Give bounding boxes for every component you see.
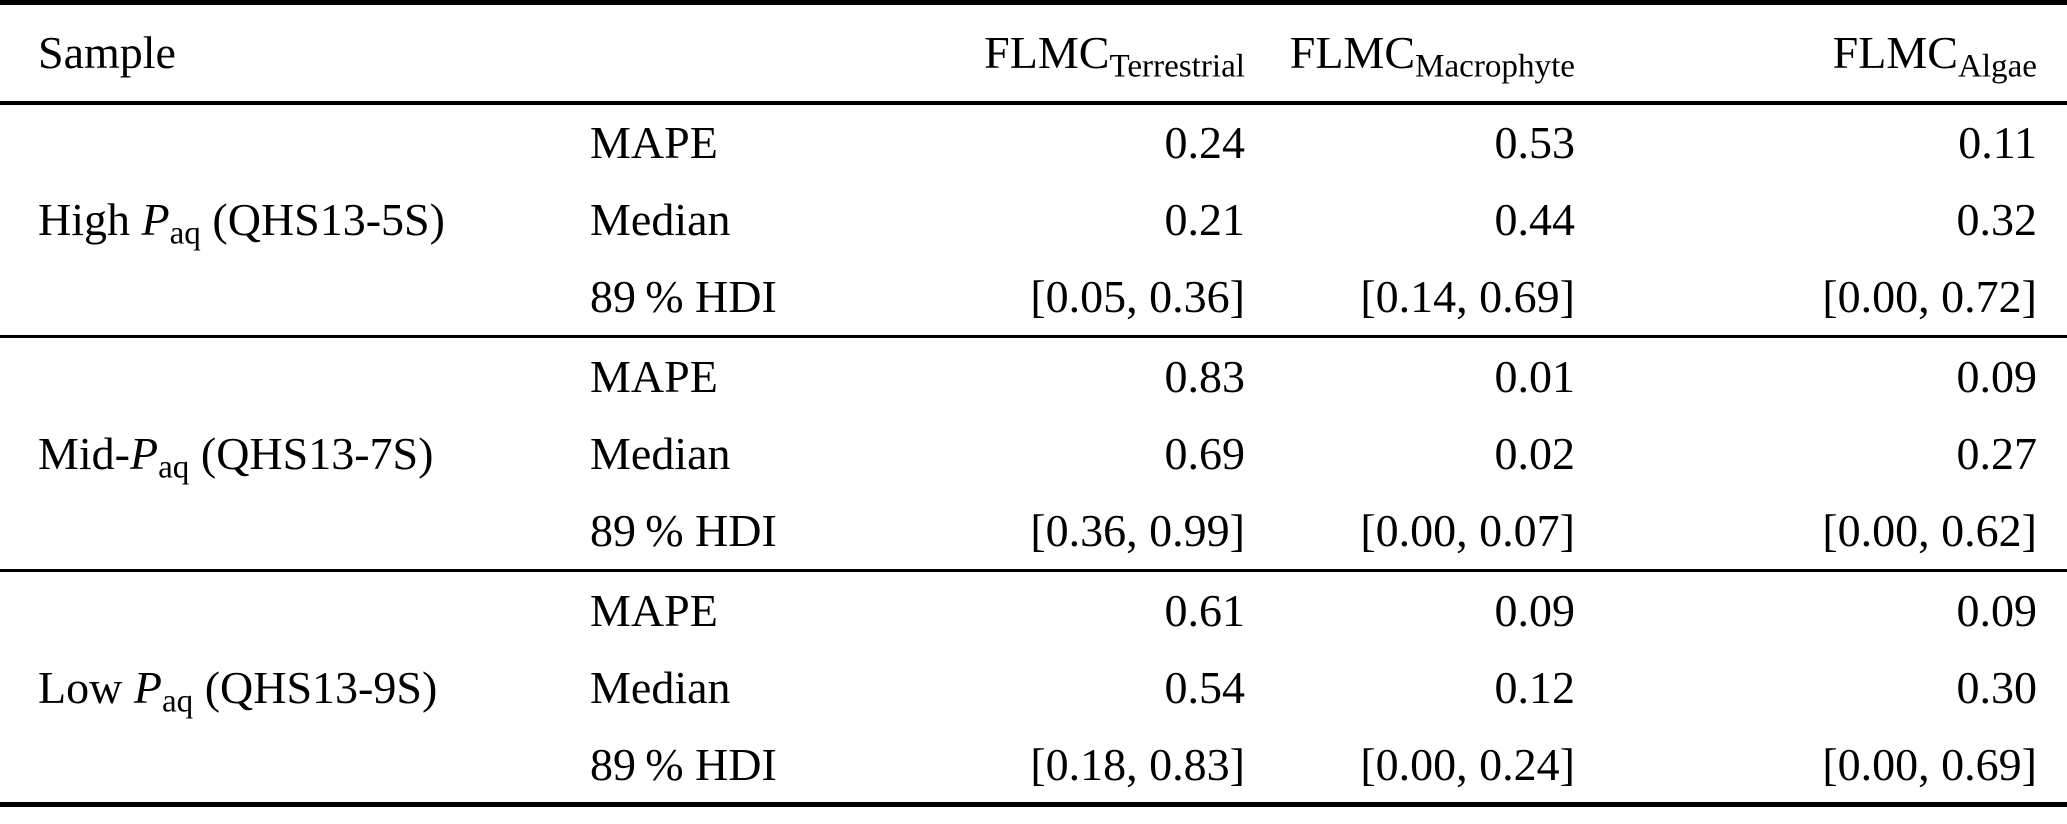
table-row: Low Paq (QHS13-9S) MAPE 0.61 0.09 0.09: [0, 570, 2067, 717]
p-aq-symbol: P: [130, 428, 159, 479]
sample-name-suffix: (QHS13-5S): [200, 194, 445, 246]
flmc-results-table: Sample FLMCTerrestrial FLMCMacrophyte FL…: [0, 2, 2067, 807]
header-flmc-macrophyte-sub: Macrophyte: [1415, 47, 1575, 85]
value-cell: [0.36, 0.99]: [1030, 505, 1245, 557]
header-flmc-macrophyte: FLMCMacrophyte: [1245, 3, 1575, 103]
value-cell: 0.01: [1494, 350, 1576, 402]
header-flmc-terrestrial-main: FLMC: [984, 27, 1110, 79]
table-header: Sample FLMCTerrestrial FLMCMacrophyte FL…: [0, 2, 2067, 103]
header-sample: Sample: [38, 27, 176, 79]
value-cell: 0.12: [1494, 662, 1576, 713]
p-aq-symbol: P: [133, 661, 162, 713]
value-cell: 0.83: [1164, 350, 1246, 402]
value-cell: 0.61: [1164, 584, 1246, 636]
metric-label: MAPE: [590, 117, 718, 168]
value-cell: 0.09: [1956, 584, 2038, 636]
value-cell: 0.09: [1956, 350, 2038, 402]
value-cell: [0.00, 0.62]: [1822, 505, 2037, 557]
table-row: Median 0.69 0.02 0.27: [0, 415, 2067, 493]
value-cell: [0.18, 0.83]: [1030, 738, 1245, 790]
sample-name-mid-paq: Mid-Paq (QHS13-7S): [0, 337, 590, 571]
metric-label: 89 % HDI: [590, 738, 777, 790]
sample-name-prefix: Low: [38, 661, 134, 713]
table-row: 89 % HDI [0.05, 0.36] [0.14, 0.69] [0.00…: [0, 259, 2067, 337]
metric-label: Median: [590, 662, 731, 713]
metric-label: MAPE: [590, 350, 718, 402]
table-row: High Paq (QHS13-5S) MAPE 0.24 0.53 0.11: [0, 103, 2067, 250]
header-flmc-terrestrial: FLMCTerrestrial: [860, 3, 1245, 103]
metric-label: Median: [590, 428, 731, 479]
value-cell: [0.00, 0.69]: [1822, 738, 2037, 790]
value-cell: 0.21: [1164, 194, 1246, 245]
table-row: 89 % HDI [0.18, 0.83] [0.00, 0.24] [0.00…: [0, 727, 2067, 805]
sample-group-high-paq: High Paq (QHS13-5S) MAPE 0.24 0.53 0.11 …: [0, 103, 2067, 337]
table-row: Median 0.54 0.12 0.30: [0, 649, 2067, 727]
header-flmc-algae-main: FLMC: [1832, 27, 1958, 79]
value-cell: [0.14, 0.69]: [1360, 271, 1575, 323]
metric-label: Median: [590, 194, 731, 245]
p-aq-subscript: aq: [169, 214, 201, 252]
header-flmc-terrestrial-sub: Terrestrial: [1109, 47, 1245, 85]
table-row: 89 % HDI [0.36, 0.99] [0.00, 0.07] [0.00…: [0, 493, 2067, 571]
metric-label: MAPE: [590, 584, 718, 636]
p-aq-symbol: P: [141, 194, 170, 246]
value-cell: 0.24: [1164, 117, 1246, 168]
value-cell: 0.53: [1494, 117, 1576, 168]
value-cell: 0.32: [1956, 194, 2038, 245]
table-row: Mid-Paq (QHS13-7S) MAPE 0.83 0.01 0.09: [0, 336, 2067, 483]
metric-label: 89 % HDI: [590, 271, 777, 323]
sample-name-low-paq: Low Paq (QHS13-9S): [0, 571, 590, 805]
sample-name-suffix: (QHS13-7S): [189, 428, 434, 479]
header-flmc-algae-sub: Algae: [1957, 47, 2037, 85]
metric-label: 89 % HDI: [590, 505, 777, 557]
p-aq-subscript: aq: [158, 448, 190, 486]
value-cell: [0.00, 0.07]: [1360, 505, 1575, 557]
value-cell: 0.30: [1956, 662, 2038, 713]
sample-group-low-paq: Low Paq (QHS13-9S) MAPE 0.61 0.09 0.09 M…: [0, 570, 2067, 805]
sample-name-prefix: High: [38, 194, 142, 246]
value-cell: [0.00, 0.72]: [1822, 271, 2037, 323]
sample-name-high-paq: High Paq (QHS13-5S): [0, 103, 590, 337]
sample-name-suffix: (QHS13-9S): [193, 661, 438, 713]
value-cell: 0.11: [1958, 117, 2037, 168]
value-cell: [0.05, 0.36]: [1030, 271, 1245, 323]
value-cell: 0.44: [1494, 194, 1576, 245]
value-cell: 0.27: [1956, 428, 2038, 479]
header-row: Sample FLMCTerrestrial FLMCMacrophyte FL…: [0, 2, 2067, 103]
header-flmc-algae: FLMCAlgae: [1575, 3, 2067, 103]
sample-group-mid-paq: Mid-Paq (QHS13-7S) MAPE 0.83 0.01 0.09 M…: [0, 336, 2067, 571]
value-cell: 0.02: [1494, 428, 1576, 479]
value-cell: 0.54: [1164, 662, 1246, 713]
p-aq-subscript: aq: [161, 681, 194, 719]
table-row: Median 0.21 0.44 0.32: [0, 181, 2067, 259]
sample-name-prefix: Mid-: [38, 428, 130, 479]
value-cell: 0.09: [1494, 584, 1576, 636]
header-metric-spacer: [590, 3, 860, 103]
value-cell: [0.00, 0.24]: [1360, 738, 1575, 790]
value-cell: 0.69: [1164, 428, 1246, 479]
header-flmc-macrophyte-main: FLMC: [1289, 27, 1416, 79]
